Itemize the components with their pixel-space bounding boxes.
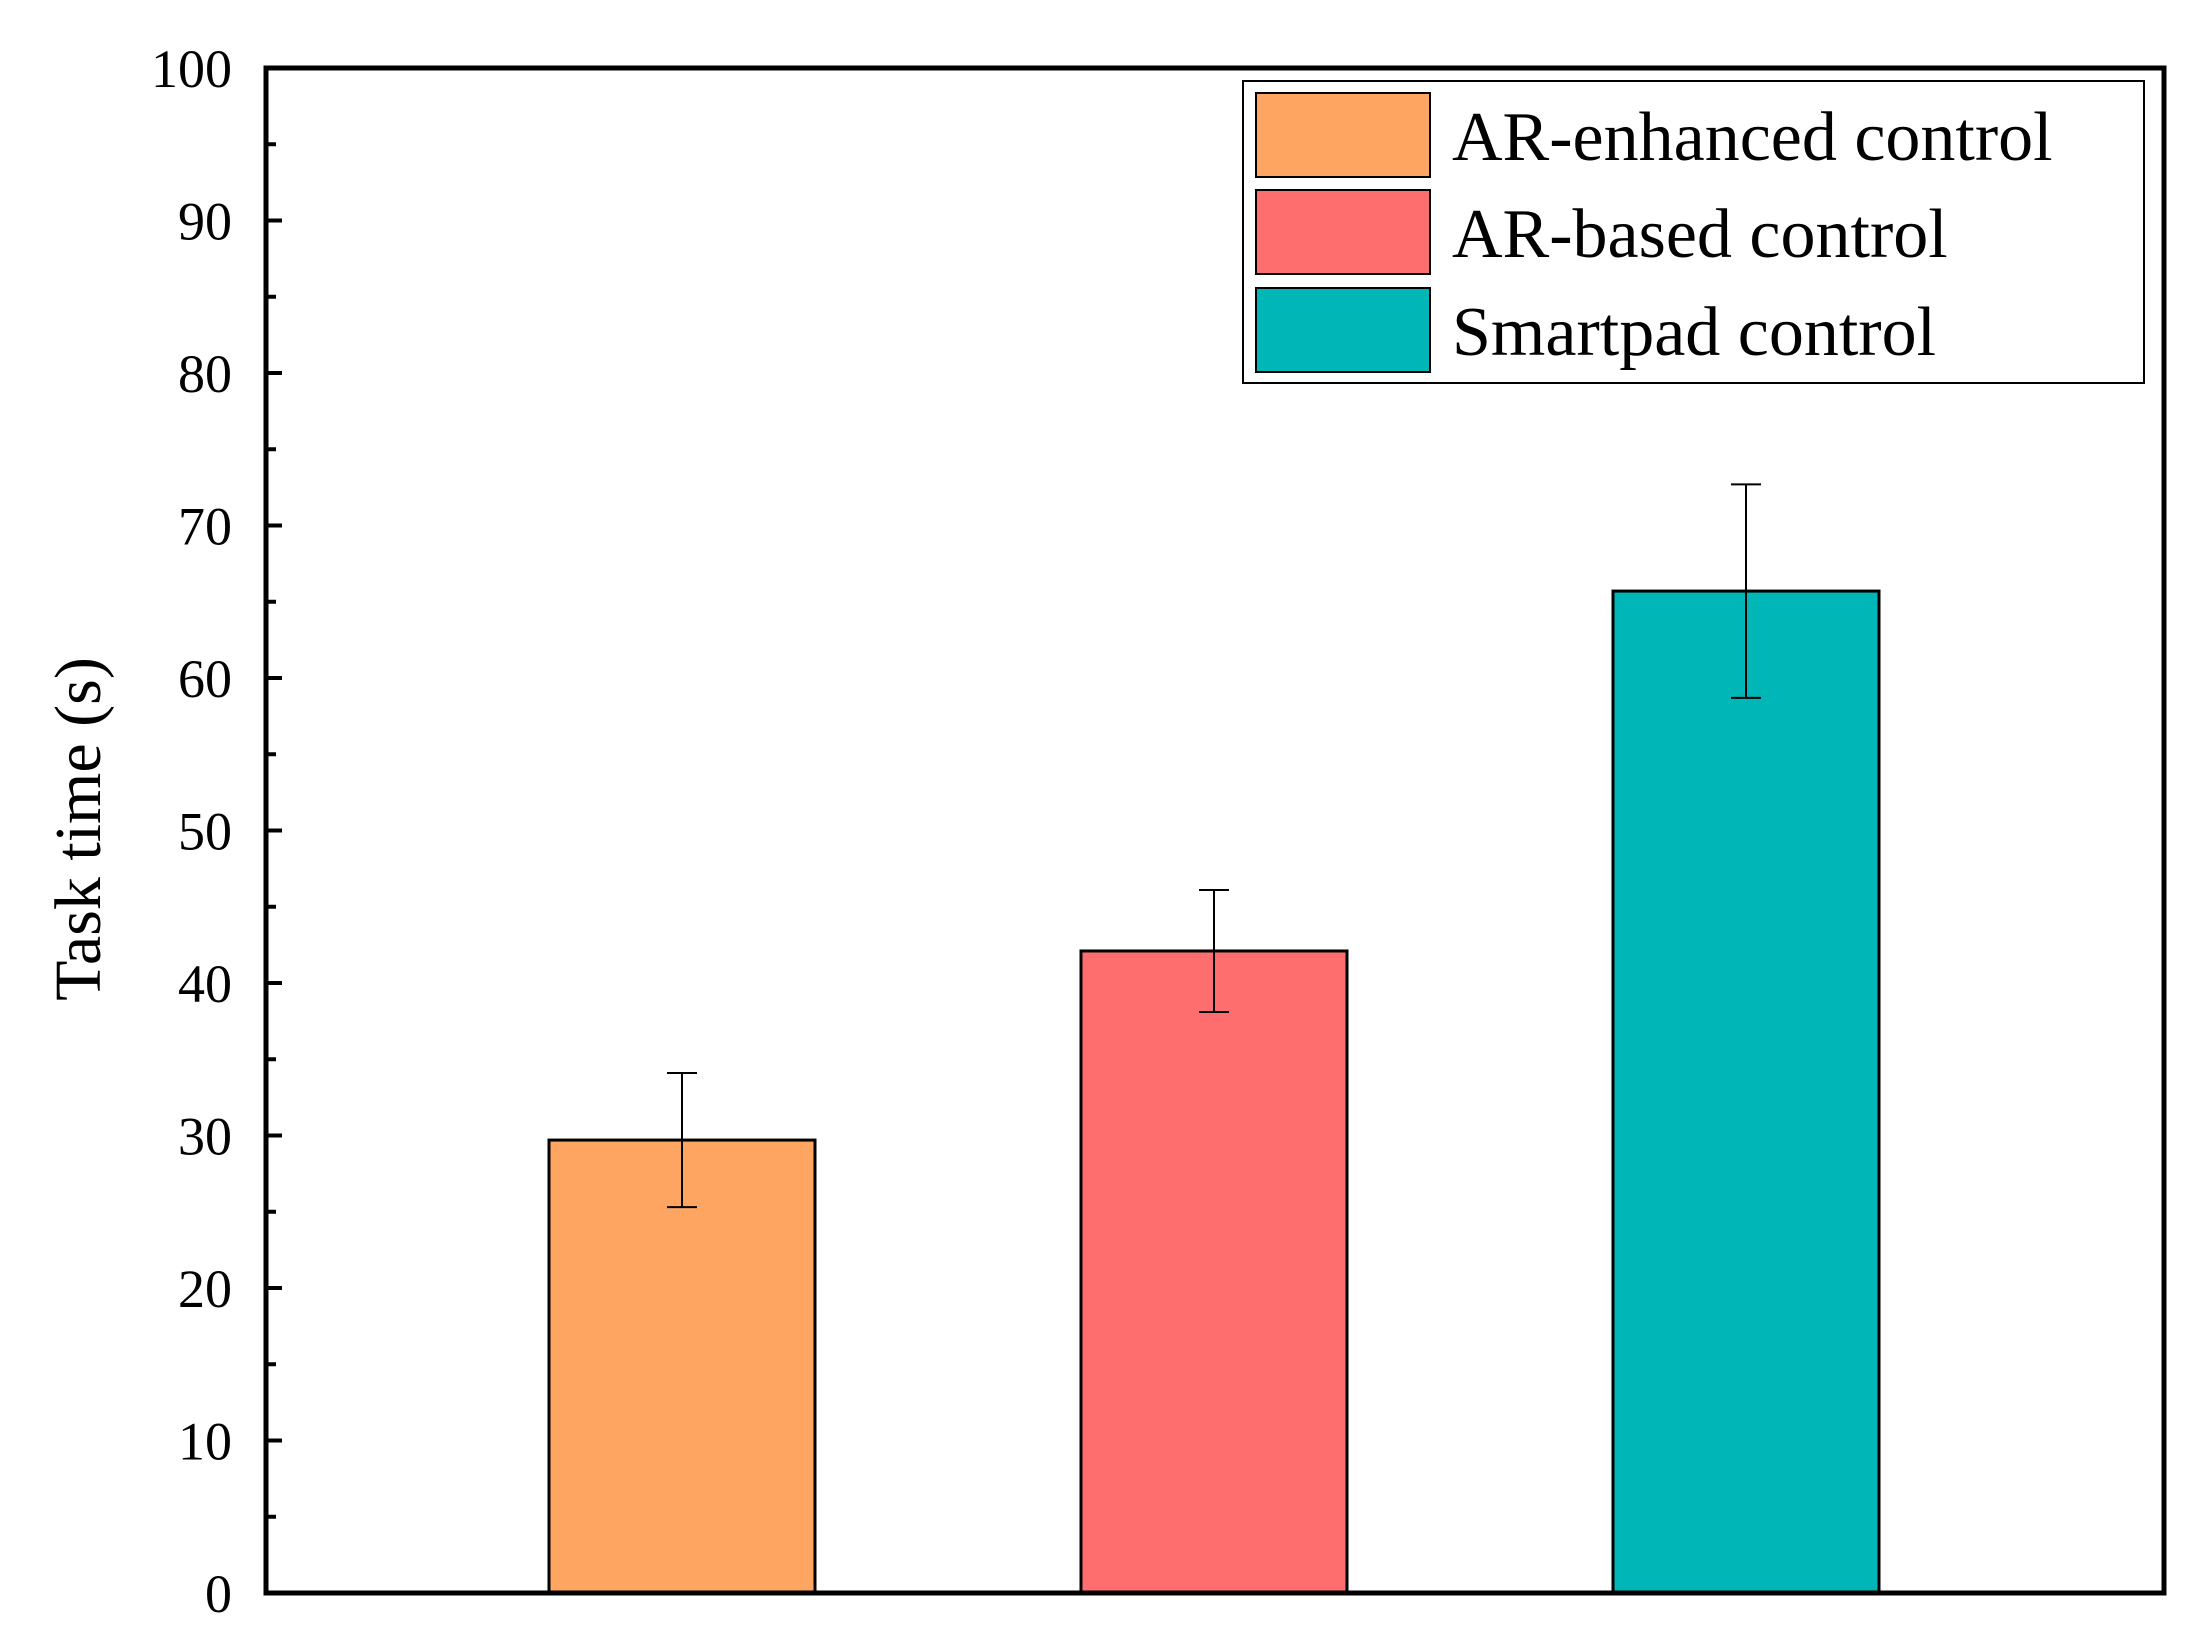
legend-label-smartpad: Smartpad control bbox=[1452, 294, 1936, 371]
y-tick-label: 50 bbox=[178, 802, 232, 862]
legend-label-ar-based: AR-based control bbox=[1452, 196, 1948, 273]
bar bbox=[547, 1138, 817, 1595]
y-tick-label: 40 bbox=[178, 954, 232, 1014]
y-tick-label: 100 bbox=[151, 39, 232, 99]
y-tick-label: 30 bbox=[178, 1107, 232, 1167]
y-tick-label: 20 bbox=[178, 1259, 232, 1319]
bars-group bbox=[547, 589, 1881, 1595]
y-tick-label: 80 bbox=[178, 344, 232, 404]
y-tick-label: 0 bbox=[205, 1564, 232, 1624]
legend-swatch-ar-enhanced bbox=[1255, 92, 1431, 178]
y-tick-label: 60 bbox=[178, 649, 232, 709]
y-tick-label: 90 bbox=[178, 192, 232, 252]
plot-frame bbox=[263, 65, 2167, 1596]
y-tick-label: 70 bbox=[178, 497, 232, 557]
legend: AR-enhanced control AR-based control Sma… bbox=[1242, 80, 2145, 384]
y-axis-label: Task time (s) bbox=[42, 657, 115, 1001]
legend-swatch-ar-based bbox=[1255, 189, 1431, 275]
legend-swatch-smartpad bbox=[1255, 287, 1431, 373]
bar bbox=[1611, 589, 1881, 1595]
y-tick-label: 10 bbox=[178, 1412, 232, 1472]
legend-label-ar-enhanced: AR-enhanced control bbox=[1452, 99, 2053, 176]
y-tick-labels: 0 10 20 30 40 50 60 70 80 90 100 bbox=[151, 39, 232, 1624]
error-bars-group bbox=[667, 483, 1761, 1209]
bar bbox=[1079, 949, 1349, 1595]
